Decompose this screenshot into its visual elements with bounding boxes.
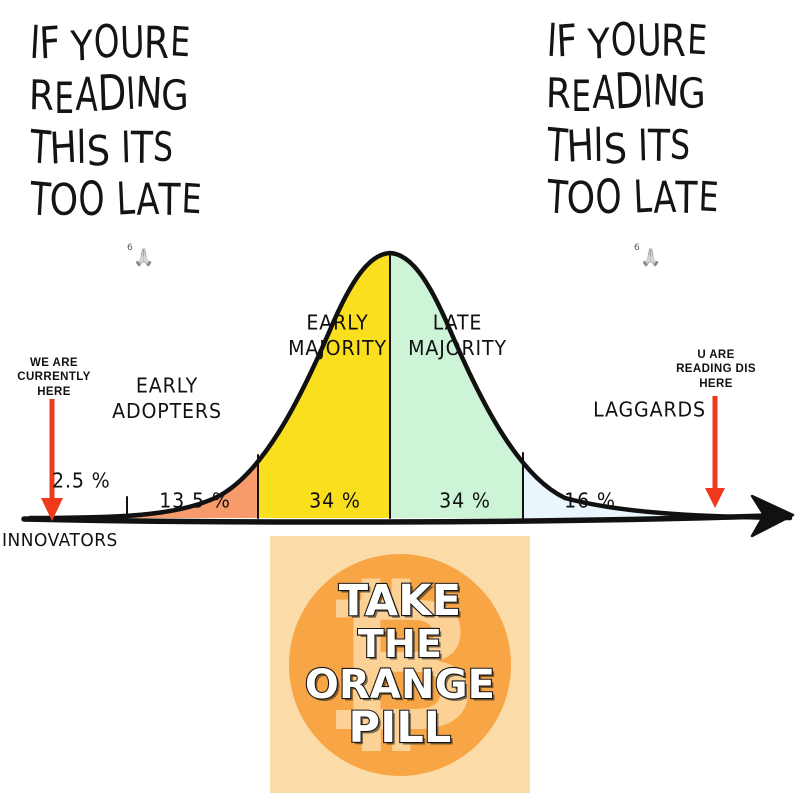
segment-early-majority [258,253,390,518]
callout-right-line-2: READING DIS [676,363,756,376]
drake-headline-right-line-2: READING [545,63,708,123]
segment-percent-laggards: 16 % [564,489,616,513]
segment-percent-innovators: 2.5 % [52,469,111,493]
callout-left-line-1: WE ARE [30,357,78,369]
callout-right-line-1: U ARE [697,349,735,361]
segment-label-early-adopters-line-2: ADOPTERS [112,400,222,424]
segment-label-laggards: LAGGARDS [593,398,706,422]
orange-pill-circle [289,553,511,776]
orange-pill-line-3: ORANGE [304,661,496,708]
callout-text-right: U ARE READING DIS HERE [662,348,770,391]
segment-percent-early-majority: 34 % [309,489,361,513]
callout-arrow-right [705,396,725,508]
segment-label-early-adopters: EARLY ADOPTERS [102,374,232,426]
callout-arrow-left [41,399,63,521]
drake-headline-left-line-2: READING [28,65,191,125]
segment-label-late-majority-line-1: LATE [432,311,483,335]
drake-headline-left-line-3: THIS ITS [28,120,176,176]
ovo-six-left: 6 [127,243,133,253]
praying-hands-icon: 🙏 [640,248,662,267]
callout-right-line-3: HERE [699,377,733,390]
drake-headline-left-line-1: IF YOURE [28,16,192,72]
drake-headline-left: IF YOURE READING THIS ITS TOO LATE [28,16,212,229]
ovo-six-right: 6 [634,243,640,253]
drake-headline-right-line-4: TOO LATE [545,170,720,226]
segment-late-majority [390,253,523,518]
callout-left-line-2: CURRENTLY [17,371,91,384]
orange-pill-line-2: THE [357,621,443,666]
praying-hands-icon: 🙏 [133,248,155,267]
bitcoin-icon: ₿ [323,554,477,774]
orange-pill-line-1: TAKE [338,575,463,626]
drake-headline-left-line-4: TOO LATE [28,172,203,228]
segment-label-early-majority-line-1: EARLY [306,311,369,335]
orange-pill-text: TAKE THE ORANGE PILL [270,578,530,752]
segment-percent-late-majority: 34 % [439,489,491,513]
orange-pill-line-4: PILL [347,702,452,753]
callout-left-line-3: HERE [37,385,71,398]
segment-label-innovators: INNOVATORS [2,530,118,552]
drake-headline-right-line-3: THIS ITS [545,118,693,174]
drake-headline-right-line-1: IF YOURE [545,14,709,70]
segment-label-late-majority: LATE MAJORITY [405,311,510,363]
segment-label-early-majority: EARLY MAJORITY [285,311,390,363]
callout-text-left: WE ARE CURRENTLY HERE [6,356,102,399]
orange-pill-panel: ₿ TAKE THE ORANGE PILL [270,536,530,793]
segment-label-early-adopters-line-1: EARLY [135,374,199,398]
segment-percent-early-adopters: 13.5 % [159,489,231,513]
segment-label-late-majority-line-2: MAJORITY [408,337,507,361]
segment-label-early-majority-line-2: MAJORITY [288,337,387,361]
drake-headline-right: IF YOURE READING THIS ITS TOO LATE [545,14,729,227]
